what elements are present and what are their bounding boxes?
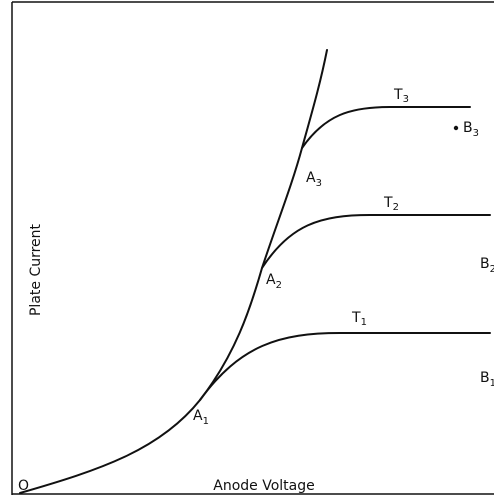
curve-t2 [261, 214, 491, 269]
point-label: A1 [193, 408, 209, 427]
curve-t1 [199, 332, 491, 401]
point-label: B1 [480, 370, 494, 389]
point-label: B3 [463, 120, 479, 139]
curve-label: T1 [351, 310, 367, 328]
point-label: A3 [306, 170, 322, 189]
y-label: Plate Current [28, 223, 44, 316]
curve-t3 [301, 106, 471, 149]
point-b3-dot [453, 125, 459, 131]
point-label: B2 [480, 256, 494, 275]
origin-label: O [18, 478, 29, 494]
curve-label: T2 [383, 195, 399, 213]
main-curve [19, 49, 328, 494]
x-label: Anode Voltage [213, 478, 314, 494]
point-label: A2 [266, 272, 282, 291]
curve-label: T3 [393, 87, 409, 105]
